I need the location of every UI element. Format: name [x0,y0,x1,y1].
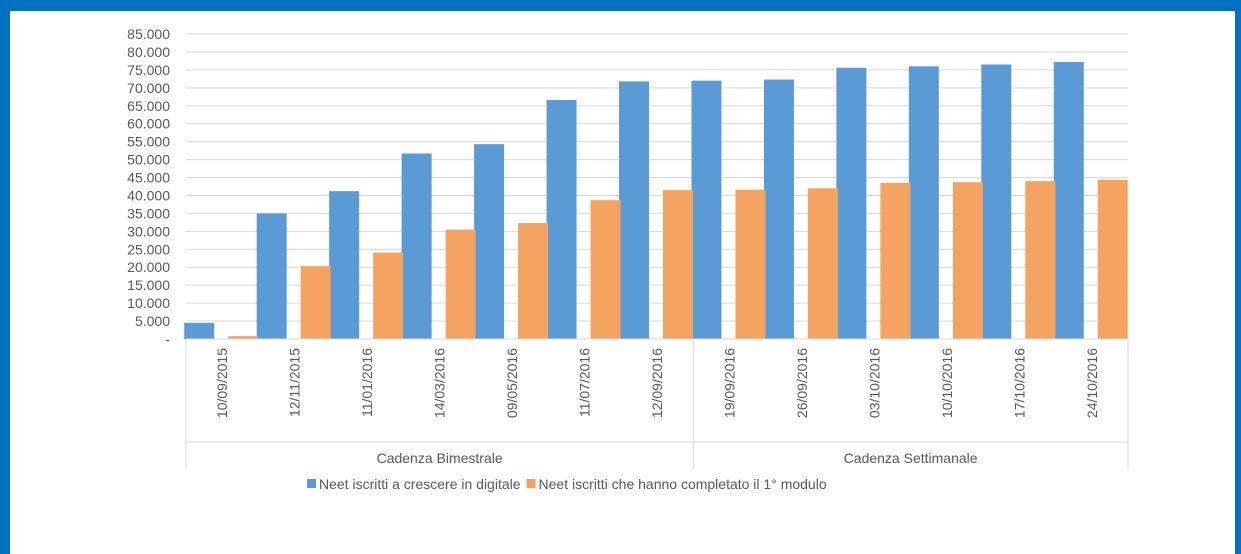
x-tick-label: 26/09/2016 [794,348,810,418]
bar [401,153,432,339]
bar [880,182,911,339]
legend-swatch [307,479,316,488]
bar [546,100,577,339]
legend: Neet iscritti a crescere in digitale Neet… [307,476,827,492]
x-tick-label: 17/10/2016 [1011,348,1027,418]
y-tick-label: 80.000 [127,44,170,60]
x-axis: 10/09/2015 12/11/2015 11/01/2016 14/03/2016… [185,338,1129,469]
bar [981,64,1012,339]
y-tick-label: 45.000 [127,170,170,186]
bar [329,191,360,339]
bar [474,144,505,339]
y-tick-label: 10.000 [127,295,170,311]
y-tick-label: 85.000 [127,26,170,42]
y-tick-label: 65.000 [127,98,170,114]
bar [518,223,549,339]
legend-label: Neet iscritti a crescere in digitale [319,476,521,492]
legend-label: Neet iscritti che hanno completato il 1°… [539,476,827,492]
bar [619,81,649,339]
bar [184,322,215,339]
bar [908,66,939,339]
legend-swatch [526,479,536,488]
y-tick-label: 5.000 [135,313,170,329]
y-tick-label: 75.000 [127,62,170,78]
x-tick-label: 14/03/2016 [432,348,448,418]
bars [184,61,1128,340]
bar [1097,179,1128,339]
y-tick-label: 50.000 [127,152,170,168]
bar [1025,181,1056,339]
bar [691,80,722,339]
y-tick-label: 55.000 [127,134,170,150]
x-tick-label: 10/09/2015 [214,348,230,418]
y-axis-ticks: - 5.000 10.000 15.000 20.000 25.000 30.000 35.0… [127,26,170,347]
bar [445,229,476,339]
y-tick-label: 30.000 [127,223,170,239]
bar [590,200,621,339]
bar [952,182,983,339]
bar [735,189,766,339]
chart-frame: - 5.000 10.000 15.000 20.000 25.000 30.000 35.0… [10,11,1235,554]
y-tick-label: 35.000 [127,205,170,221]
x-tick-label: 19/09/2016 [721,348,737,418]
y-tick-label: 15.000 [127,277,170,293]
y-tick-label: 20.000 [127,259,170,275]
x-group-label: Cadenza Settimanale [844,450,978,466]
y-tick-label: 60.000 [127,116,170,132]
x-tick-label: 09/05/2016 [504,348,520,418]
bar [763,79,794,339]
x-tick-label: 12/11/2015 [287,348,303,417]
bar [663,190,693,339]
x-tick-label: 11/01/2016 [359,348,375,417]
x-tick-label: 03/10/2016 [866,348,882,418]
x-tick-label: 12/09/2016 [649,348,665,418]
x-tick-label: 24/10/2016 [1084,348,1100,418]
bar-chart: - 5.000 10.000 15.000 20.000 25.000 30.000 35.0… [127,26,1129,492]
bar [836,67,867,339]
x-tick-label: 11/07/2016 [577,348,593,417]
y-tick-label: 25.000 [127,241,170,257]
y-tick-label: 40.000 [127,187,170,203]
bar [373,252,404,339]
y-tick-label: - [165,331,170,347]
x-tick-label: 10/10/2016 [939,348,955,418]
bar [228,336,259,339]
x-group-label: Cadenza Bimestrale [377,450,503,466]
bar [300,266,331,339]
y-tick-label: 70.000 [127,80,170,96]
bar [1053,61,1084,340]
bar [807,188,838,339]
bar [256,213,287,339]
